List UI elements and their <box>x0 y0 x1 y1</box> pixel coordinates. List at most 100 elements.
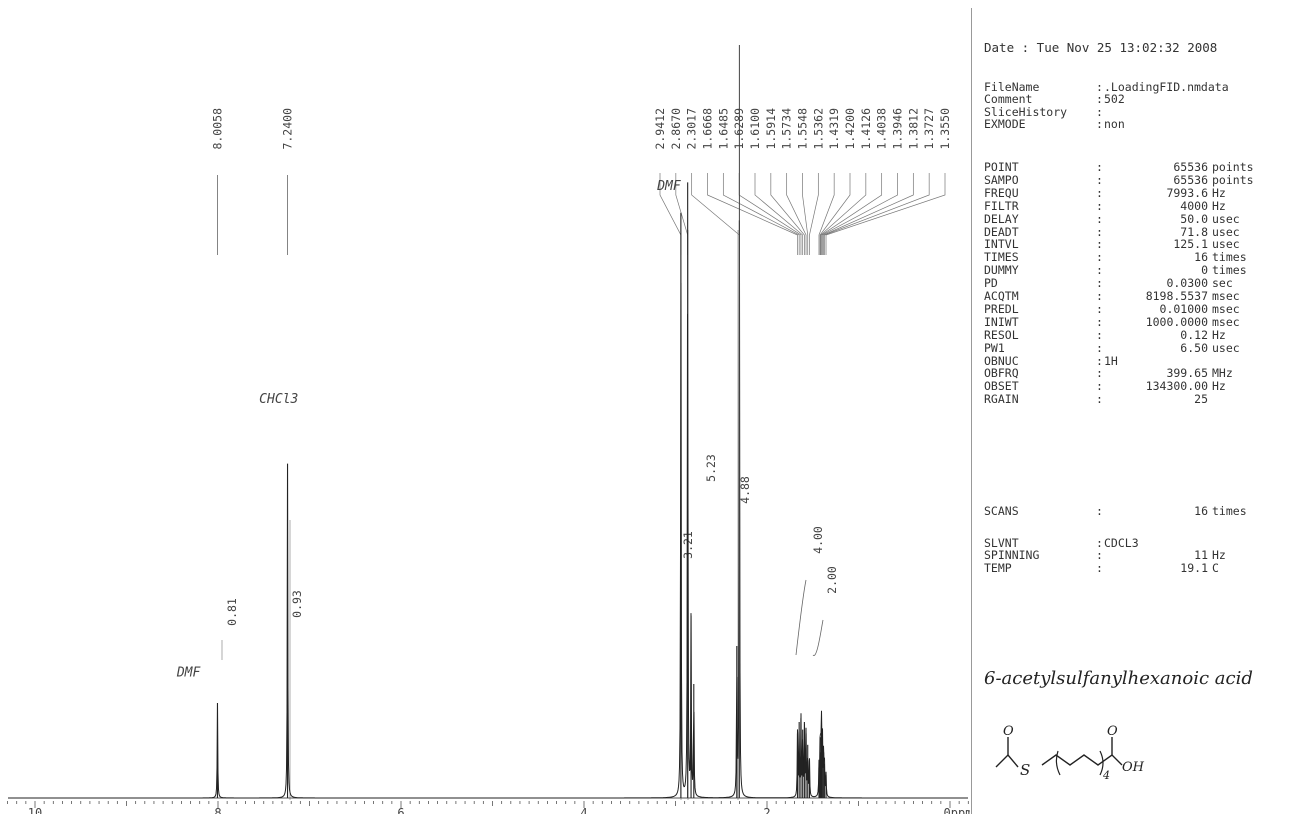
param-row-pw1: PW1: 6.50 usec <box>984 340 1284 355</box>
param-value: 0.0300 <box>1166 276 1208 291</box>
param-unit: usec <box>1212 211 1240 226</box>
param-colon: : <box>1096 116 1103 131</box>
peak-label: 8.0058 <box>210 108 224 150</box>
param-unit: sec <box>1212 276 1233 291</box>
peak-label: 2.9412 <box>653 108 667 150</box>
peak-leader <box>823 173 914 255</box>
param-key: FREQU <box>984 185 1019 200</box>
param-value: 16 <box>1194 504 1208 518</box>
repeat-count-label: 4 <box>1102 769 1110 782</box>
peak-leader <box>818 173 835 255</box>
param-row-frequ: FREQU: 7993.6 Hz <box>984 185 1284 200</box>
peak-leader <box>820 173 867 255</box>
integral-value: 4.88 <box>738 476 752 504</box>
param-key: RGAIN <box>984 392 1019 407</box>
param-unit: usec <box>1212 224 1240 239</box>
param-unit: Hz <box>1212 327 1226 342</box>
param-value: 0 <box>1201 263 1208 278</box>
peak-label: 1.3812 <box>906 108 920 150</box>
param-row-point: POINT: 65536 points <box>984 161 1284 174</box>
param-colon: : <box>1096 92 1103 107</box>
peak-label: 1.4319 <box>827 108 841 150</box>
param-value: 399.65 <box>1166 366 1208 381</box>
spectrum-trace-group <box>8 45 968 799</box>
x-tick-label: 0ppm <box>944 806 970 814</box>
acquisition-parameters-panel: Date : Tue Nov 25 13:02:32 2008 FileName… <box>984 0 1294 814</box>
param-colon: : <box>1096 224 1103 239</box>
acquisition-date: Date : Tue Nov 25 13:02:32 2008 <box>984 40 1218 55</box>
compound-name: 6-acetylsulfanylhexanoic acid <box>984 668 1253 689</box>
param-row-deadt: DEADT: 71.8 usec <box>984 224 1284 239</box>
param-key: SCANS <box>984 504 1019 518</box>
param-row-slicehistory: SliceHistory: <box>984 104 1284 119</box>
param-value: 4000 <box>1180 198 1208 213</box>
param-unit: points <box>1212 172 1254 187</box>
param-unit: Hz <box>1212 185 1226 200</box>
param-row-acqtm: ACQTM: 8198.5537 msec <box>984 290 1284 303</box>
param-row-filtr: FILTR: 4000 Hz <box>984 198 1284 213</box>
param-key: DEADT <box>984 224 1019 239</box>
param-colon: : <box>1096 536 1103 550</box>
param-value: 65536 <box>1173 172 1208 187</box>
param-colon: : <box>1096 160 1103 174</box>
hydroxyl-label: OH <box>1122 760 1145 775</box>
param-row-obfrq: OBFRQ: 399.65 MHz <box>984 367 1284 380</box>
param-unit: msec <box>1212 314 1240 329</box>
peak-leader <box>738 173 802 255</box>
param-value: .LoadingFID.nmdata <box>1104 80 1229 94</box>
param-colon: : <box>1096 198 1103 213</box>
param-key: SliceHistory <box>984 104 1068 119</box>
handwritten-annotation: CHCl3 <box>259 392 298 407</box>
param-colon: : <box>1096 104 1103 119</box>
param-colon: : <box>1096 80 1103 94</box>
param-value: 125.1 <box>1173 237 1208 252</box>
param-key: INIWT <box>984 314 1019 329</box>
peak-label: 1.5362 <box>811 108 825 150</box>
param-value: 19.1 <box>1180 560 1208 575</box>
param-key: PW1 <box>984 340 1005 355</box>
param-colon: : <box>1096 211 1103 226</box>
param-unit: msec <box>1212 301 1240 316</box>
param-unit: usec <box>1212 340 1240 355</box>
x-tick-label: 10 <box>28 806 42 814</box>
param-colon: : <box>1096 185 1103 200</box>
param-colon: : <box>1096 504 1103 518</box>
param-row-dummy: DUMMY: 0 times <box>984 264 1284 277</box>
peak-label: 1.3946 <box>891 108 905 150</box>
peak-leader <box>786 173 807 255</box>
param-value: 0.01000 <box>1159 301 1208 316</box>
param-value: 0.12 <box>1180 327 1208 342</box>
param-key: FILTR <box>984 198 1019 213</box>
peak-leader <box>822 173 898 255</box>
param-key: SLVNT <box>984 536 1019 550</box>
peak-leader <box>825 173 946 255</box>
param-value: CDCL3 <box>1104 536 1139 550</box>
param-row-iniwt: INIWT: 1000.0000 msec <box>984 314 1284 329</box>
integral-value: 0.81 <box>225 598 239 626</box>
param-row-sampo: SAMPO: 65536 points <box>984 172 1284 187</box>
param-colon: : <box>1096 237 1103 252</box>
param-colon: : <box>1096 340 1103 355</box>
x-tick-label: 6 <box>397 806 404 814</box>
param-key: INTVL <box>984 237 1019 252</box>
peak-label: 1.3727 <box>922 108 936 150</box>
param-colon: : <box>1096 276 1103 291</box>
param-row-times: TIMES: 16 times <box>984 251 1284 264</box>
param-row-resol: RESOL: 0.12 Hz <box>984 327 1284 342</box>
peak-leader <box>809 173 819 255</box>
handwritten-annotation: DMF <box>176 665 202 680</box>
param-key: DELAY <box>984 211 1019 226</box>
param-value: 1H <box>1104 353 1118 368</box>
param-value: 7993.6 <box>1166 185 1208 200</box>
param-unit: C <box>1212 560 1219 575</box>
param-key: TIMES <box>984 250 1019 265</box>
param-colon: : <box>1096 353 1103 368</box>
integral-value: 4.00 <box>811 526 825 554</box>
param-key: SPINNING <box>984 548 1040 563</box>
param-unit: times <box>1212 250 1247 265</box>
param-row-spinning: SPINNING: 11 Hz <box>984 549 1284 562</box>
peak-leader <box>824 173 930 255</box>
peak-label: 1.6100 <box>748 108 762 150</box>
param-key: RESOL <box>984 327 1019 342</box>
param-key: EXMODE <box>984 116 1026 131</box>
